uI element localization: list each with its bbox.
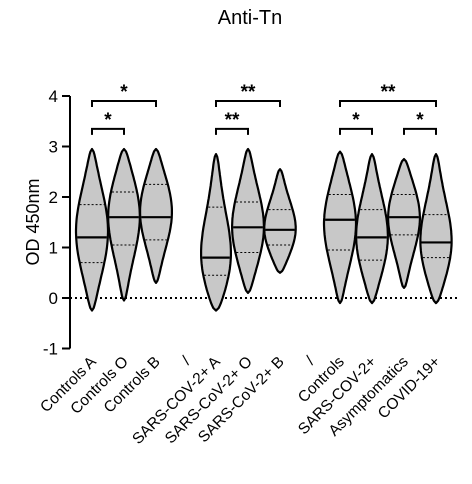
significance-label: *: [352, 110, 360, 131]
significance-bracket: **: [215, 110, 249, 135]
y-tick-label: 2: [49, 188, 58, 207]
violin-group: [74, 147, 110, 312]
significance-bracket-line: [215, 127, 249, 135]
violin-group: [263, 168, 297, 274]
violins-layer: [74, 147, 453, 312]
significance-bracket-line: [91, 100, 157, 108]
significance-bracket-line: [339, 100, 437, 108]
violin-body: [355, 153, 389, 305]
x-tick-label: /: [303, 353, 319, 369]
significance-bracket: *: [91, 82, 157, 108]
violin-body: [231, 147, 265, 294]
y-tick-label: 1: [49, 239, 58, 258]
significance-bracket-line: [215, 100, 281, 108]
significance-label: **: [225, 110, 240, 131]
violin-group: [387, 158, 421, 289]
significance-bracket: **: [339, 82, 437, 108]
violin-body: [263, 168, 297, 274]
significance-bracket-line: [91, 127, 125, 135]
violin-body: [419, 153, 453, 305]
violin-body: [387, 158, 421, 289]
significance-bracket: *: [91, 110, 125, 135]
y-axis-label: OD 450nm: [23, 178, 43, 265]
y-axis: -1 0 1 2 3 4: [43, 87, 71, 359]
significance-brackets-layer: ********* *: [91, 82, 437, 135]
violin-group: [139, 147, 173, 284]
significance-label: **: [381, 82, 396, 103]
significance-bracket: **: [215, 82, 281, 108]
violin-group: [322, 150, 358, 305]
significance-bracket: *: [403, 110, 437, 135]
violin-body: [139, 147, 173, 284]
chart-title: Anti-Tn: [218, 7, 282, 29]
violin-group: [107, 147, 141, 302]
y-tick-label: 0: [49, 289, 58, 308]
y-tick-label: -1: [43, 340, 58, 359]
violin-body: [74, 147, 110, 312]
violin-group: [231, 147, 265, 294]
significance-label: *: [416, 110, 424, 131]
significance-bracket-line: [339, 127, 373, 135]
significance-bracket: *: [339, 110, 373, 135]
violin-body: [200, 153, 232, 312]
significance-label: *: [104, 110, 112, 131]
y-tick-label: 4: [49, 87, 58, 106]
x-tick-label: /: [179, 353, 195, 369]
violin-body: [107, 147, 141, 302]
y-tick-label: 3: [49, 138, 58, 157]
significance-bracket-line: [403, 127, 437, 135]
violin-group: [419, 153, 453, 305]
violin-body: [322, 150, 358, 305]
significance-label: **: [241, 82, 256, 103]
violin-group: [355, 153, 389, 305]
violin-group: [200, 153, 232, 312]
significance-label: *: [120, 82, 128, 103]
